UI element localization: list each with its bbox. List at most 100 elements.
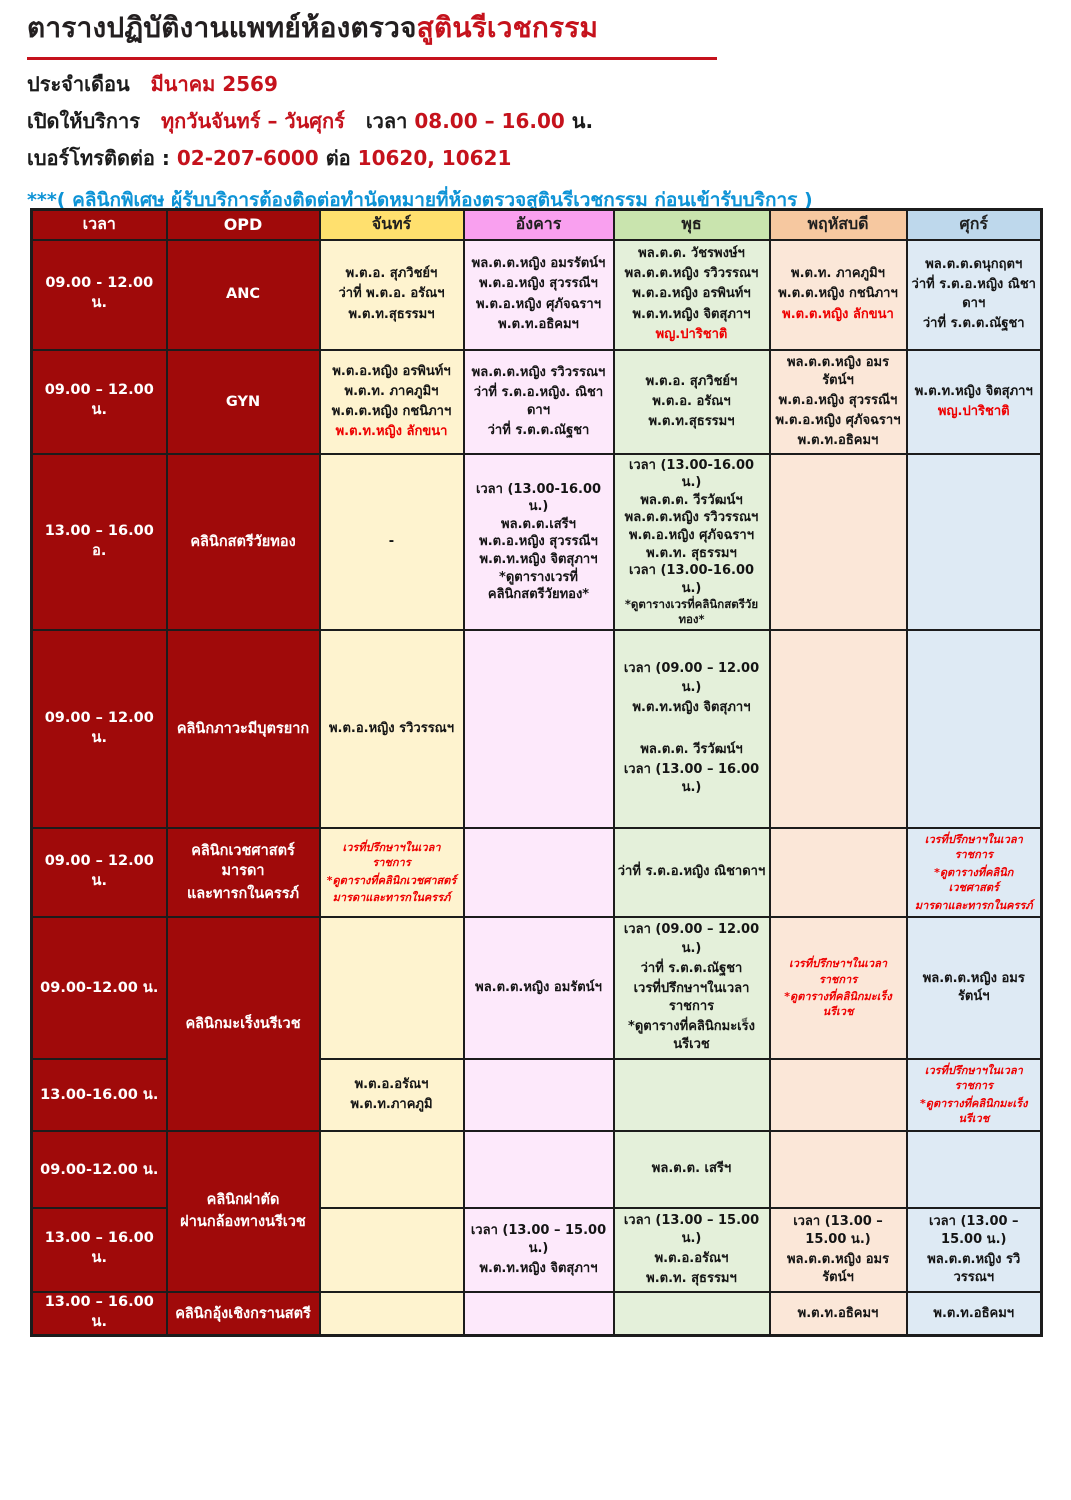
- schedule-cell-wed: เวลา (09.00 – 12.00 น.) พ.ต.ท.หญิง จิตสุภ…: [612, 629, 771, 830]
- cell-line: พ.ต.ท.สุธรรมฯ: [648, 414, 735, 430]
- cell-line: พ.ต.ท. สุธรรมฯ: [646, 1271, 737, 1287]
- schedule-cell-fri: พล.ต.ต.หญิง อมรรัตน์ฯ: [905, 915, 1043, 1060]
- cell-line: พ.ต.ท.อธิคมฯ: [933, 1305, 1015, 1321]
- schedule-cell-fri: พ.ต.ท.หญิง จิตสุภาฯ พญ.ปาริชาติ: [905, 348, 1043, 456]
- cell-line: พล.ต.ต.หญิง อมรรัตน์ฯ: [922, 970, 1025, 1004]
- opd-cell: คลินิกผ่าตัด ผ่านกล้องทางนรีเวช: [165, 1129, 321, 1294]
- schedule-row-3: 09.00 – 12.00 น. คลินิกภาวะมีบุตรยาก พ.ต.อ…: [30, 629, 1043, 830]
- consult-note-line: มารดาและทารกในครรภ์: [914, 898, 1033, 912]
- time-cell: 09.00 – 12.00 น.: [30, 629, 168, 830]
- consult-note-line: เวรที่ปรึกษาฯในเวลาราชการ: [342, 840, 441, 870]
- phone-label: เบอร์โทรติดต่อ :: [27, 146, 170, 170]
- schedule-cell-fri: [905, 453, 1043, 632]
- cell-line: พญ.ปาริชาติ: [937, 403, 1010, 419]
- schedule-cell-wed: ว่าที่ ร.ต.อ.หญิง ณิชาดาฯ: [612, 827, 771, 918]
- service-line: เปิดให้บริการ ทุกวันจันทร์ – วันศุกร์ เว…: [27, 108, 1047, 134]
- cell-line: พ.ต.อ.อรัณฯ: [654, 1250, 729, 1266]
- schedule-cell-wed: พ.ต.อ. สุภวิชย์ฯ พ.ต.อ. อรัณฯ พ.ต.ท.สุธรรม…: [612, 348, 771, 456]
- cell-line: เวลา (13.00 – 16.00 น.): [623, 762, 760, 796]
- opd-label-line: คลินิกผ่าตัด: [206, 1192, 280, 1209]
- opd-label-line: คลินิกอุ้งเชิงกรานสตรี: [175, 1305, 311, 1322]
- consult-note-line: มารดาและทารกในครรภ์: [332, 890, 451, 904]
- schedule-cell-tue: [462, 1291, 615, 1337]
- schedule-cell-tue: เวลา (13.00 – 15.00 น.) พ.ต.ท.หญิง จิตสุภ…: [462, 1206, 615, 1294]
- cell-line: เวลา (13.00-16.00 น.): [475, 481, 602, 515]
- schedule-cell-mon: [318, 1206, 465, 1294]
- cell-line: พล.ต.ต. เสรีฯ: [651, 1160, 732, 1176]
- schedule-cell-mon: [318, 1129, 465, 1209]
- schedule-cell-wed: พล.ต.ต. วัชรพงษ์ฯ พล.ต.ต.หญิง รวิวรรณฯ พ.ต…: [612, 238, 771, 351]
- opd-label-line: คลินิกสตรีวัยทอง: [190, 534, 296, 551]
- cell-line: *ดูตารางเวรที่คลินิกสตรีวัยทอง*: [624, 597, 759, 627]
- cell-line: คลินิกสตรีวัยทอง*: [487, 587, 590, 603]
- day-header-wed: พุธ: [612, 208, 771, 241]
- cell-line: พ.ต.ท.หญิง จิตสุภาฯ: [479, 1261, 598, 1277]
- schedule-cell-mon: พ.ต.อ.อรัณฯ พ.ต.ท.ภาคภูมิ: [318, 1057, 465, 1132]
- schedule-cell-mon: พ.ต.อ. สุภวิชย์ฯ ว่าที่ พ.ต.อ. อรัณฯ พ.ต.ท…: [318, 238, 465, 351]
- cell-line: พล.ต.ต.เสรีฯ: [501, 516, 576, 532]
- schedule-cell-thu: [768, 1129, 908, 1209]
- cell-line: ว่าที่ ร.ต.ต.ณัฐชา: [487, 423, 590, 439]
- month-label: ประจำเดือน: [27, 72, 130, 96]
- phone-ext-numbers: 10620, 10621: [357, 146, 512, 170]
- schedule-cell-wed: [612, 1291, 771, 1337]
- cell-line: พ.ต.ท. สุธรรมฯ: [646, 545, 737, 561]
- cell-line: พ.ต.อ.หญิง ศุภัจฉราฯ: [628, 528, 755, 544]
- schedule-cell-mon: -: [318, 453, 465, 632]
- cell-line: เวลา (13.00-16.00 น.): [628, 563, 755, 596]
- column-header-opd: OPD: [165, 208, 321, 241]
- schedule-cell-mon: [318, 1291, 465, 1337]
- schedule-cell-wed: [612, 1057, 771, 1132]
- cell-line: พ.ต.อ.หญิง อรพินท์ฯ: [332, 363, 451, 379]
- cell-line: ว่าที่ ร.ต.อ.หญิง ณิชาดาฯ: [617, 864, 766, 880]
- consult-note-line: เวรที่ปรึกษาฯในเวลาราชการ: [789, 957, 887, 986]
- phone-number: 02-207-6000: [176, 146, 319, 170]
- schedule-row-8: 13.00 – 16.00 น. เวลา (13.00 – 15.00 น.) พ…: [30, 1206, 1043, 1294]
- schedule-cell-mon: พ.ต.อ.หญิง รวิวรรณฯ: [318, 629, 465, 830]
- spacer-line: [618, 719, 766, 739]
- special-clinic-note: ***( คลินิกพิเศษ ผู้รับบริการต้องติดต่อท…: [27, 189, 813, 211]
- column-header-time: เวลา: [30, 208, 168, 241]
- cell-line: เวลา (09.00 – 12.00 น.): [623, 922, 760, 956]
- cell-line: *ดูตารางที่คลินิกมะเร็งนรีเวช: [628, 1019, 755, 1053]
- cell-line: พล.ต.ต.หญิง รวิวรรณฯ: [471, 364, 606, 380]
- cell-line: พล.ต.ต. วัชรพงษ์ฯ: [638, 246, 745, 262]
- schedule-cell-thu: พ.ต.ท. ภาคภูมิฯ พ.ต.ต.หญิง กชนิภาฯ พ.ต.ต.ห…: [768, 238, 908, 351]
- schedule-cell-fri: เวลา (13.00 – 15.00 น.) พล.ต.ต.หญิง รวิวร…: [905, 1206, 1043, 1294]
- cell-line: เวลา (09.00 – 12.00 น.): [623, 661, 760, 695]
- phone-ext-label: ต่อ: [325, 146, 351, 170]
- month-line: ประจำเดือน มีนาคม 2569: [27, 71, 1047, 97]
- opd-label-line: GYN: [225, 393, 261, 410]
- opd-cell: คลินิกอุ้งเชิงกรานสตรี: [165, 1291, 321, 1337]
- schedule-cell-wed: พล.ต.ต. เสรีฯ: [612, 1129, 771, 1209]
- cell-line: พล.ต.ต. วีรวัฒน์ฯ: [640, 492, 743, 508]
- cell-line: พ.ต.ท. ภาคภูมิฯ: [791, 266, 885, 282]
- time-cell: 09.00 - 12.00 น.: [30, 238, 168, 351]
- cell-line: เวลา (13.00 – 15.00 น.): [793, 1213, 883, 1247]
- page-title-accent: สูตินรีเวชกรรม: [416, 11, 599, 44]
- cell-line: *ดูตารางเวรที่: [499, 569, 578, 585]
- schedule-cell-fri: เวรที่ปรึกษาฯในเวลาราชการ *ดูตารางที่คลิน…: [905, 1057, 1043, 1132]
- opd-cell: คลินิกเวชศาสตร์มารดา และทารกในครรภ์: [165, 827, 321, 918]
- cell-line: พล.ต.ต. วีรวัฒน์ฯ: [640, 742, 743, 758]
- cell-line: พ.ต.อ.หญิง ศุภัจฉราฯ: [475, 296, 602, 312]
- schedule-cell-tue: [462, 629, 615, 830]
- month-value: มีนาคม 2569: [150, 72, 278, 96]
- time-cell: 13.00 – 16.00 น.: [30, 1291, 168, 1337]
- consult-note-line: *ดูตารางที่คลินิกเวชศาสตร์: [934, 865, 1014, 895]
- time-cell: 09.00 – 12.00 น.: [30, 827, 168, 918]
- cell-line: พ.ต.ต.หญิง กชนิภาฯ: [331, 403, 452, 419]
- schedule-cell-fri: [905, 1129, 1043, 1209]
- cell-line: พ.ต.ท.อธิคมฯ: [797, 433, 879, 449]
- opd-label-line: คลินิกมะเร็งนรีเวช: [185, 1015, 301, 1032]
- cell-line: พล.ต.ต.หญิง รวิวรรณฯ: [624, 510, 759, 526]
- schedule-cell-thu: พล.ต.ต.หญิง อมรรัตน์ฯ พ.ต.อ.หญิง สุวรรณีฯ…: [768, 348, 908, 456]
- opd-cell: GYN: [165, 348, 321, 456]
- opd-cell: ANC: [165, 238, 321, 351]
- schedule-cell-thu: [768, 1057, 908, 1132]
- opd-cell: คลินิกภาวะมีบุตรยาก: [165, 629, 321, 830]
- cell-line: พล.ต.ต.หญิง อมรรัตน์ฯ: [471, 256, 606, 272]
- phone-line: เบอร์โทรติดต่อ : 02-207-6000 ต่อ 10620, …: [27, 145, 1047, 171]
- service-time-unit: น.: [571, 109, 594, 133]
